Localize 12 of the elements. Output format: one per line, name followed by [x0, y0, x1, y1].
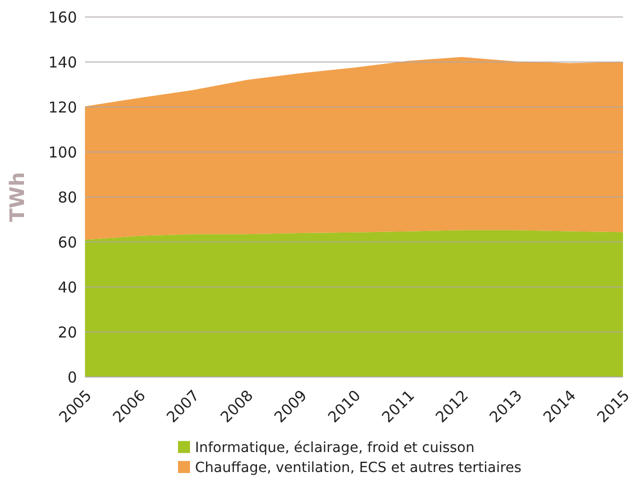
y-tick-label: 140 [48, 53, 77, 72]
y-tick-label: 100 [48, 143, 77, 162]
y-tick-label: 60 [58, 233, 77, 252]
legend-label: Chauffage, ventilation, ECS et autres tertiaires [195, 460, 522, 476]
y-axis-title: TWh [5, 172, 29, 222]
legend-label: Informatique, éclairage, froid et cuisson [195, 440, 474, 456]
y-tick-label: 40 [58, 278, 77, 296]
y-tick-label: 80 [58, 188, 77, 206]
y-tick-label: 0 [67, 368, 77, 386]
y-tick-label: 120 [48, 98, 77, 116]
y-tick-label: 20 [58, 323, 77, 342]
y-tick-label: 160 [48, 8, 77, 26]
